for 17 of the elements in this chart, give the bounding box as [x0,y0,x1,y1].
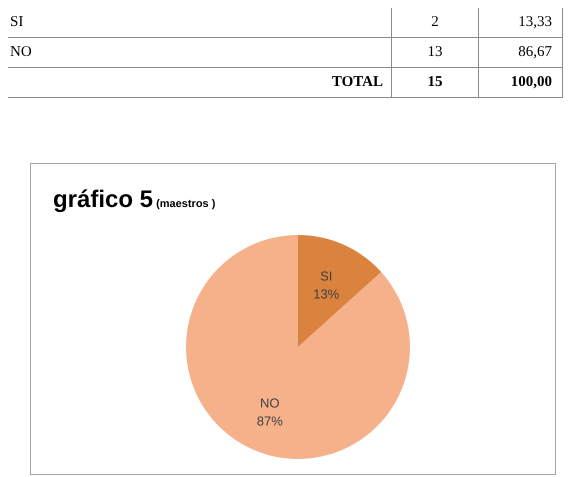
text: 15 [391,68,478,97]
pie-slice [298,235,382,347]
data-label: 87% [256,413,284,428]
text: 13,33 [478,8,563,37]
text: 2 [391,8,478,37]
text: TOTAL [330,73,384,92]
pie-slice [186,235,410,459]
chart-title: gráfico 5 [53,186,154,213]
slice-label: SI [320,268,332,284]
data-label: 13% [313,286,340,302]
text: NO [9,43,33,62]
text: SI [9,13,24,32]
text: 100,00 [478,68,563,97]
slice-label: NO [260,395,280,410]
chart-subtitle: (maestros ) [155,198,216,210]
text: 86,67 [478,38,563,67]
text: 13 [391,38,478,67]
